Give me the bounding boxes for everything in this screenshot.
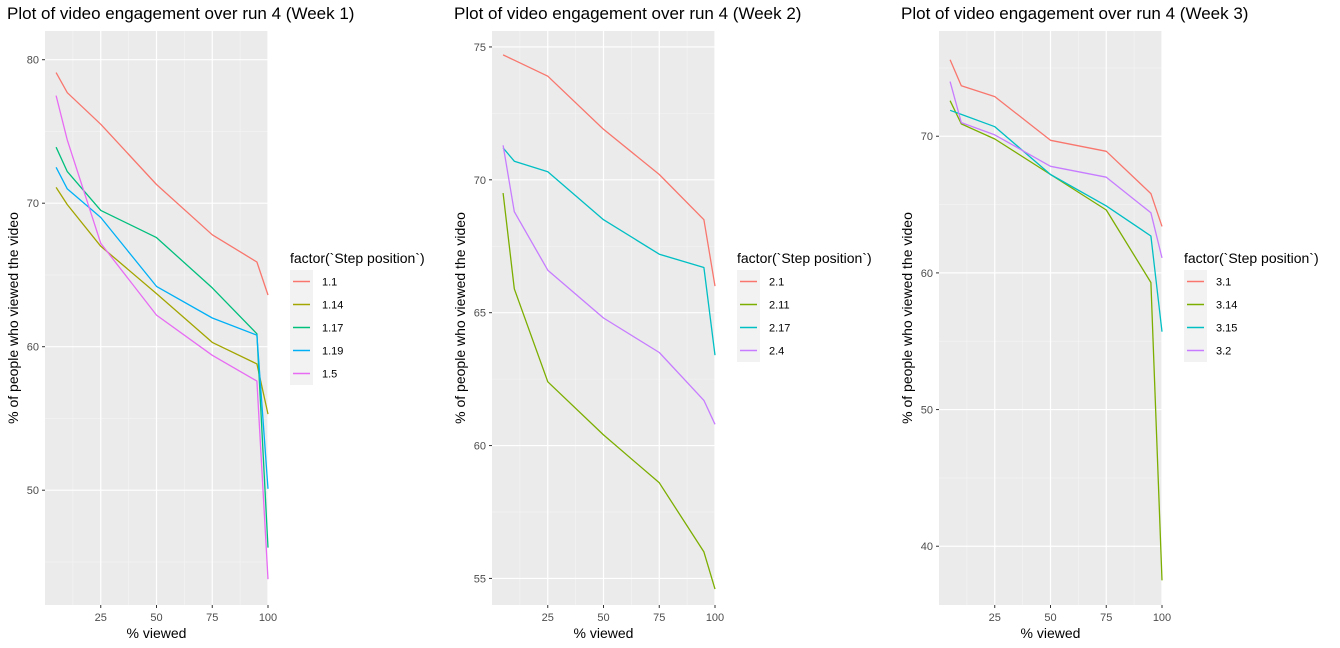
- chart-title: Plot of video engagement over run 4 (Wee…: [7, 4, 355, 23]
- y-tick-label: 80: [27, 55, 39, 67]
- y-tick-label: 40: [921, 541, 933, 553]
- legend-label: 2.1: [769, 277, 784, 289]
- chart-svg: 25 50 75 100 55 60 65 70 75 % viewed % of people w…: [452, 31, 872, 641]
- y-tick-label: 70: [921, 131, 933, 143]
- x-axis-title: % viewed: [1021, 625, 1081, 641]
- y-tick-label: 60: [921, 268, 933, 280]
- legend-label: 1.14: [322, 300, 343, 312]
- x-tick-label: 100: [706, 612, 724, 624]
- x-tick-label: 75: [1100, 612, 1112, 624]
- x-tick-label: 50: [597, 612, 609, 624]
- x-tick-label: 25: [95, 612, 107, 624]
- y-tick-label: 65: [474, 308, 486, 320]
- chart-title: Plot of video engagement over run 4 (Wee…: [901, 4, 1249, 23]
- legend-label: 3.14: [1216, 300, 1237, 312]
- y-tick-label: 60: [27, 342, 39, 354]
- x-tick-label: 100: [259, 612, 277, 624]
- chart-panel-week-2: Plot of video engagement over run 4 (Wee…: [447, 0, 893, 648]
- chart-panel-week-1: Plot of video engagement over run 4 (Wee…: [0, 0, 446, 648]
- y-tick-label: 70: [474, 175, 486, 187]
- x-axis-title: % viewed: [127, 625, 187, 641]
- series-line-3.1: [949, 59, 1163, 227]
- x-tick-label: 25: [542, 612, 554, 624]
- x-tick-label: 50: [1044, 612, 1056, 624]
- legend-label: 3.2: [1216, 346, 1231, 358]
- x-tick-label: 50: [150, 612, 162, 624]
- y-tick-label: 50: [921, 405, 933, 417]
- y-axis-title: % of people who viewed the video: [899, 212, 915, 424]
- legend-label: 2.4: [769, 346, 784, 358]
- series-line-1.5: [55, 95, 269, 580]
- y-axis-title: % of people who viewed the video: [452, 212, 468, 424]
- legend-title: factor(`Step position`): [290, 250, 425, 266]
- chart-title: Plot of video engagement over run 4 (Wee…: [454, 4, 802, 23]
- y-tick-label: 75: [474, 42, 486, 54]
- y-tick-label: 70: [27, 198, 39, 210]
- x-tick-label: 75: [653, 612, 665, 624]
- y-tick-label: 60: [474, 441, 486, 453]
- x-tick-label: 100: [1153, 612, 1171, 624]
- series-line-3.15: [949, 109, 1163, 332]
- legend-label: 2.17: [769, 323, 790, 335]
- series-line-2.17: [502, 147, 716, 356]
- x-axis-title: % viewed: [574, 625, 634, 641]
- legend-label: 3.1: [1216, 277, 1231, 289]
- series-line-1.17: [55, 146, 269, 548]
- series-line-2.4: [502, 145, 716, 425]
- chart-panel-week-3: Plot of video engagement over run 4 (Wee…: [894, 0, 1340, 648]
- legend-label: 1.19: [322, 346, 343, 358]
- y-tick-label: 50: [27, 485, 39, 497]
- legend-label: 3.15: [1216, 323, 1237, 335]
- series-line-1.19: [55, 167, 269, 489]
- chart-svg: 25 50 75 100 50 60 70 80 % viewed % of people who…: [5, 31, 425, 641]
- series-line-2.1: [502, 54, 716, 287]
- legend-title: factor(`Step position`): [737, 250, 872, 266]
- series-line-3.2: [949, 81, 1163, 259]
- chart-svg: 25 50 75 100 40 50 60 70 % viewed % of people who…: [899, 31, 1319, 641]
- legend-label: 1.1: [322, 277, 337, 289]
- legend-title: factor(`Step position`): [1184, 250, 1319, 266]
- series-line-1.1: [55, 72, 269, 296]
- y-tick-label: 55: [474, 573, 486, 585]
- series-line-2.11: [502, 193, 716, 590]
- series-line-1.14: [55, 187, 269, 415]
- x-tick-label: 75: [206, 612, 218, 624]
- legend-label: 2.11: [769, 300, 790, 312]
- legend-label: 1.17: [322, 323, 343, 335]
- legend-label: 1.5: [322, 369, 337, 381]
- x-tick-label: 25: [989, 612, 1001, 624]
- y-axis-title: % of people who viewed the video: [5, 212, 21, 424]
